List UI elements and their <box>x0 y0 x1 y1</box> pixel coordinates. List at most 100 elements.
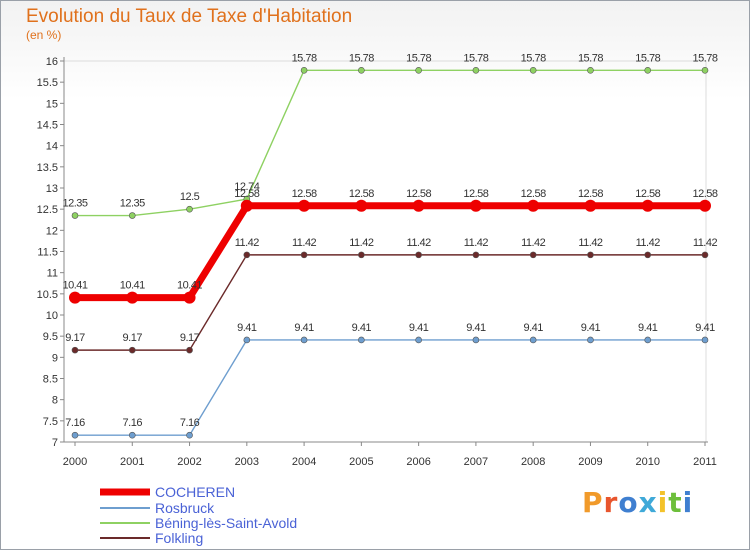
data-point <box>529 67 537 74</box>
data-point <box>300 251 308 259</box>
data-point <box>584 199 597 212</box>
data-point <box>529 336 537 344</box>
data-point <box>644 251 652 259</box>
x-tick-label: 2002 <box>177 456 201 468</box>
data-point <box>183 291 196 304</box>
data-point <box>71 346 79 354</box>
data-label: 10.41 <box>120 280 145 292</box>
data-label: 15.78 <box>292 52 317 64</box>
data-label: 15.78 <box>578 52 603 64</box>
legend-label: Rosbruck <box>155 500 215 516</box>
x-tick-label: 2007 <box>464 456 488 468</box>
data-point <box>186 431 193 439</box>
y-tick-label: 8 <box>52 395 58 407</box>
data-label: 9.41 <box>352 322 372 334</box>
data-label: 9.41 <box>237 322 257 334</box>
y-tick-label: 13.5 <box>37 162 58 174</box>
legend-label: Béning-lès-Saint-Avold <box>155 515 297 531</box>
data-label: 15.78 <box>406 52 431 64</box>
data-point <box>412 199 425 212</box>
y-tick-label: 10.5 <box>37 289 58 301</box>
data-point <box>186 346 193 354</box>
data-point <box>641 199 654 212</box>
y-tick-label: 8.5 <box>43 374 58 386</box>
data-label: 12.58 <box>635 188 660 200</box>
data-label: 12.58 <box>521 188 546 200</box>
data-point <box>240 199 253 212</box>
data-point <box>71 212 79 219</box>
proxiti-logo: Proxiti <box>582 486 694 519</box>
x-tick-label: 2010 <box>635 456 659 468</box>
data-label: 12.58 <box>292 188 317 200</box>
x-tick-label: 2011 <box>693 456 717 468</box>
data-label: 15.78 <box>635 52 660 64</box>
data-point <box>128 431 136 439</box>
data-point <box>128 346 136 354</box>
y-tick-label: 16 <box>46 56 58 68</box>
y-tick-label: 14.5 <box>37 120 58 132</box>
y-tick-label: 7.5 <box>43 416 58 428</box>
y-tick-label: 7 <box>52 437 58 449</box>
data-label: 9.17 <box>123 332 143 344</box>
data-label: 12.74 <box>234 181 259 193</box>
x-tick-label: 2000 <box>63 456 87 468</box>
legend-label: Folkling <box>155 530 203 546</box>
series-line <box>75 339 705 436</box>
y-tick-label: 15 <box>46 98 58 110</box>
x-tick-label: 2008 <box>521 456 545 468</box>
data-label: 15.78 <box>349 52 374 64</box>
data-label: 12.58 <box>578 188 603 200</box>
data-point <box>128 212 136 219</box>
series-b-ning-l-s-saint-avold: 12.35 12.35 12.5 12.74 15.78 15.78 15.78 15.78 1… <box>62 52 718 219</box>
data-label: 12.58 <box>406 188 431 200</box>
data-label: 12.58 <box>349 188 374 200</box>
data-point <box>529 251 537 259</box>
data-point <box>472 336 480 344</box>
y-tick-label: 9.5 <box>43 331 58 343</box>
data-label: 7.16 <box>65 417 85 429</box>
data-point <box>701 251 709 259</box>
y-tick-label: 12 <box>46 225 58 237</box>
data-point <box>69 291 81 304</box>
data-label: 11.42 <box>407 237 432 249</box>
data-label: 12.58 <box>463 188 488 200</box>
legend-label: COCHEREN <box>155 484 235 500</box>
data-label: 9.17 <box>65 332 85 344</box>
legend: COCHERENRosbruckBéning-lès-Saint-AvoldFo… <box>100 484 297 546</box>
series-folkling: 9.17 9.17 9.17 11.42 11.42 11.42 11.42 11.42 11.… <box>65 237 718 354</box>
x-tick-label: 2009 <box>578 456 602 468</box>
data-label: 12.35 <box>120 198 145 210</box>
series-layer: 12.35 12.35 12.5 12.74 15.78 15.78 15.78 15.78 1… <box>62 52 718 439</box>
data-label: 11.42 <box>578 237 603 249</box>
data-point <box>415 336 422 344</box>
data-point <box>644 67 652 74</box>
series-rosbruck: 7.16 7.16 7.16 9.41 9.41 9.41 9.41 9.41 9.41 9.41… <box>65 322 716 439</box>
data-label: 11.42 <box>693 237 718 249</box>
x-tick-label: 2001 <box>120 456 144 468</box>
data-label: 9.41 <box>466 322 486 334</box>
y-axis-unit-label: (en %) <box>26 28 62 42</box>
x-tick-label: 2006 <box>406 456 430 468</box>
y-tick-label: 14 <box>46 141 58 153</box>
data-point <box>701 67 709 74</box>
data-point <box>415 251 422 259</box>
data-label: 7.16 <box>123 417 143 429</box>
chart-title: Evolution du Taux de Taxe d'Habitation <box>26 6 353 27</box>
data-label: 11.42 <box>464 237 489 249</box>
data-point <box>527 199 540 212</box>
data-point <box>358 336 365 344</box>
data-label: 11.42 <box>521 237 546 249</box>
data-label: 7.16 <box>180 417 200 429</box>
data-point <box>243 251 251 259</box>
data-point <box>300 67 308 74</box>
data-point <box>355 199 368 212</box>
data-label: 9.41 <box>695 322 715 334</box>
data-point <box>415 67 422 74</box>
data-point <box>300 336 308 344</box>
data-point <box>699 199 711 212</box>
data-label: 9.41 <box>581 322 601 334</box>
data-label: 9.41 <box>409 322 429 334</box>
data-point <box>587 251 594 259</box>
